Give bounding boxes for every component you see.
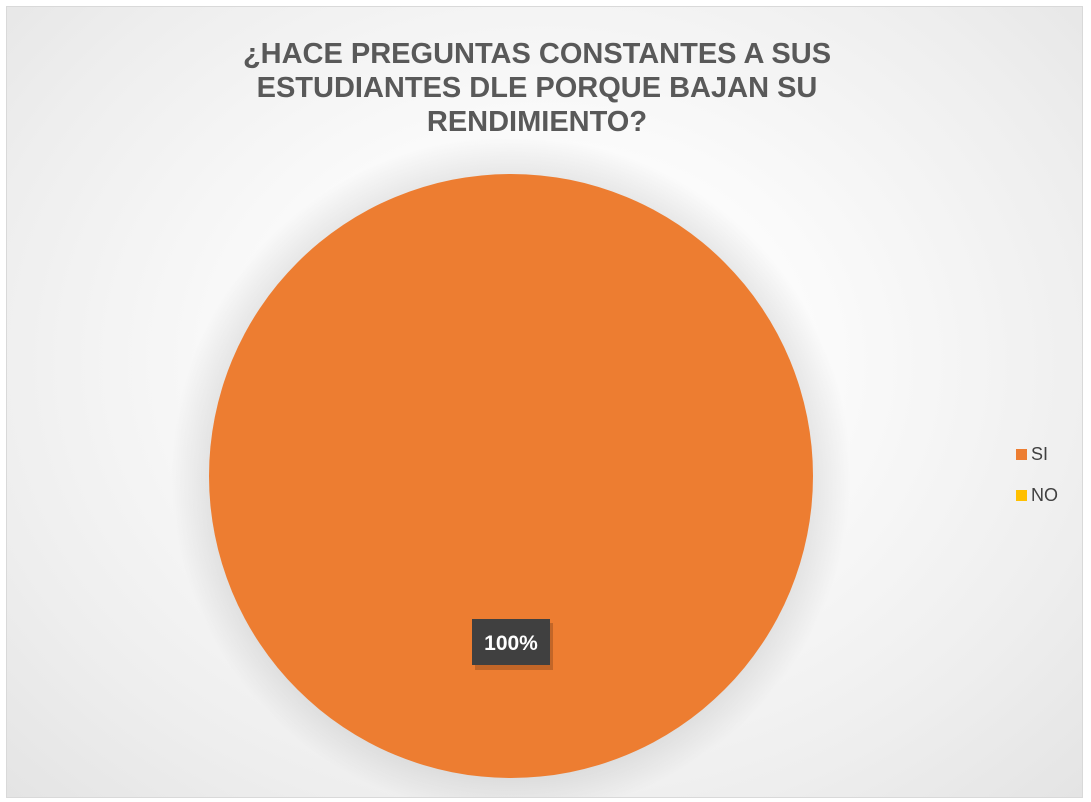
- legend-item-no: NO: [1016, 484, 1058, 505]
- pie-slice-si: [209, 174, 813, 778]
- legend: SI NO: [1016, 443, 1058, 527]
- legend-label: NO: [1031, 484, 1058, 505]
- legend-swatch: [1016, 489, 1027, 501]
- legend-item-si: SI: [1016, 443, 1058, 464]
- data-label-box: [472, 619, 550, 665]
- chart-area: ¿HACE PREGUNTAS CONSTANTES A SUS ESTUDIA…: [6, 6, 1083, 798]
- legend-swatch: [1016, 448, 1027, 460]
- legend-label: SI: [1031, 443, 1049, 464]
- data-label-si: 100%: [472, 619, 553, 670]
- data-label-text: 100%: [484, 632, 538, 655]
- chart-title: ¿HACE PREGUNTAS CONSTANTES A SUS ESTUDIA…: [242, 38, 832, 138]
- pie-chart: 100%: [171, 136, 851, 797]
